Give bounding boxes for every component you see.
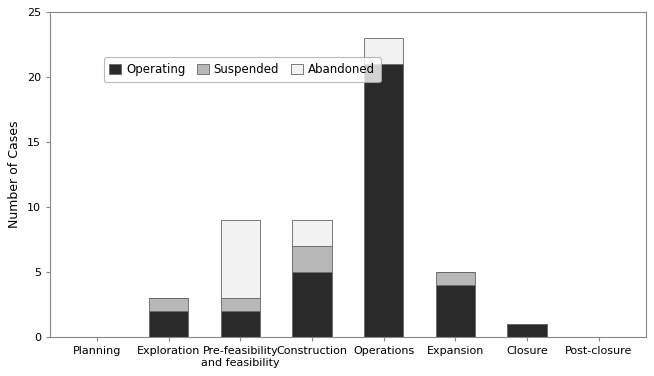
Bar bbox=[220, 298, 260, 311]
Bar bbox=[436, 285, 475, 337]
Bar bbox=[508, 324, 547, 337]
Bar bbox=[292, 220, 332, 246]
Bar bbox=[220, 311, 260, 337]
Bar bbox=[292, 246, 332, 272]
Bar bbox=[149, 298, 188, 311]
Bar bbox=[149, 311, 188, 337]
Bar bbox=[220, 220, 260, 298]
Bar bbox=[436, 272, 475, 285]
Bar bbox=[364, 38, 404, 64]
Legend: Operating, Suspended, Abandoned: Operating, Suspended, Abandoned bbox=[103, 57, 381, 82]
Bar bbox=[292, 272, 332, 337]
Bar bbox=[364, 64, 404, 337]
Y-axis label: Number of Cases: Number of Cases bbox=[9, 121, 22, 229]
